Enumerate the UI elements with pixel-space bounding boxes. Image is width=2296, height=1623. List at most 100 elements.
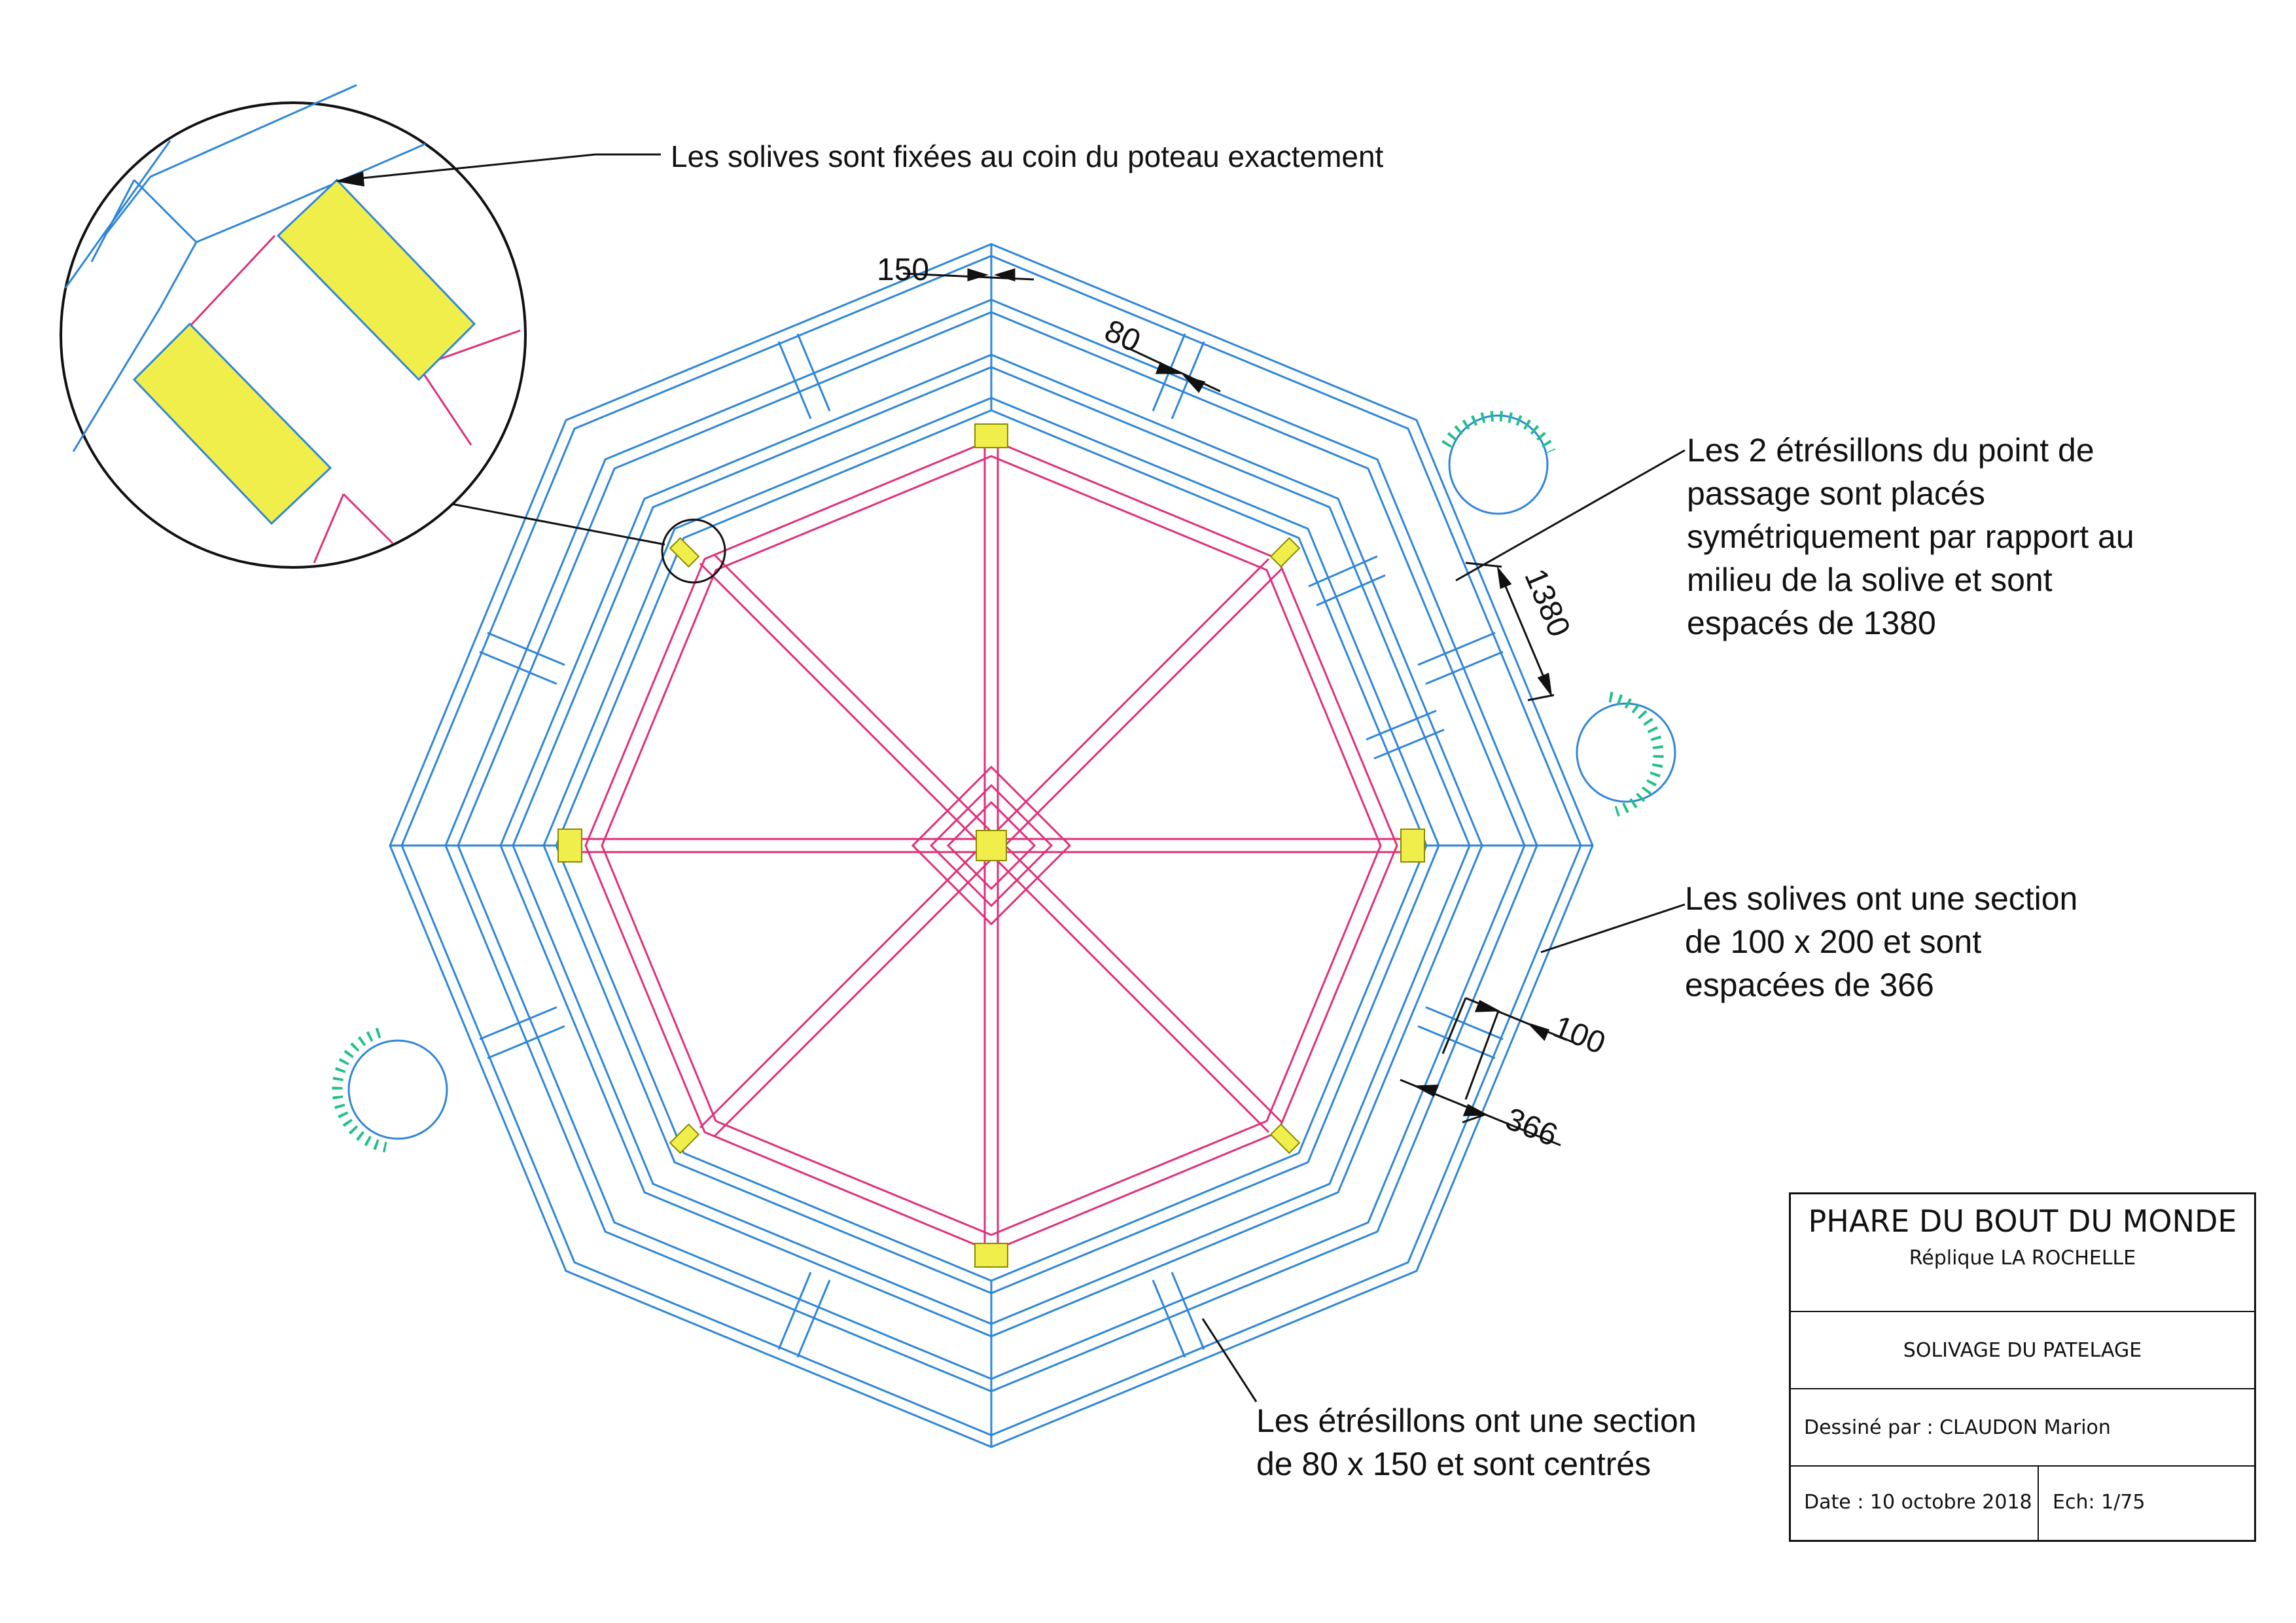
annotation-detail: Les solives sont fixées au coin du potea…: [671, 139, 1384, 173]
dim-150-arrow: [967, 268, 989, 282]
post: [974, 423, 1008, 448]
detail-post: [132, 322, 332, 526]
dim-1380-line: [1497, 569, 1552, 694]
author: Dessiné par : CLAUDON Marion: [1791, 1389, 2254, 1467]
detail-content: [64, 84, 521, 563]
annotation-line: symétriquement par rapport au: [1687, 518, 2134, 555]
date: Date : 10 octobre 2018: [1804, 1491, 2032, 1514]
dim-label-366: 366: [1501, 1101, 1563, 1153]
title-block-divider: [2038, 1467, 2039, 1542]
detail-strut-line: [417, 366, 472, 446]
detail-marker-circle: [661, 518, 726, 584]
post: [974, 1243, 1008, 1268]
dim-366-arrow: [1462, 1103, 1489, 1116]
stair-circles: [332, 410, 1676, 1152]
project-subtitle: Réplique LA ROCHELLE: [1909, 1247, 2136, 1270]
blocking-strut: [1366, 709, 1437, 741]
annotation-struts: Les étrésillons ont une section de 80 x …: [1256, 1399, 1697, 1486]
blocking-strut: [1171, 1272, 1205, 1350]
dim-1380-arrow: [1496, 565, 1512, 590]
detail-callout: [60, 84, 726, 584]
dim-100-ext: [1464, 1010, 1500, 1100]
stair-steps: [1441, 410, 1556, 454]
post: [669, 537, 700, 568]
annotation-line: Les 2 étrésillons du point de: [1687, 432, 2094, 469]
dim-80-arrow: [1182, 375, 1206, 393]
dim-1380-arrow: [1537, 672, 1553, 698]
dim-366-arrow: [1413, 1084, 1439, 1097]
post-center: [976, 830, 1007, 861]
dim-150-arrow: [993, 268, 1016, 282]
leader-struts-passage: [1455, 449, 1686, 582]
blocking-struts: [390, 244, 1593, 1447]
posts: [557, 423, 1425, 1268]
post: [557, 829, 582, 863]
dim-100-arrow: [1474, 999, 1501, 1012]
blocking-strut: [1425, 651, 1504, 685]
blocking-strut: [777, 341, 812, 419]
blocking-strut: [1373, 728, 1445, 760]
detail-post: [276, 178, 476, 382]
stair-circle: [1448, 414, 1549, 515]
blocking-strut: [487, 1025, 565, 1060]
detail-joist-line: [159, 241, 198, 308]
title-block-footer: Date : 10 octobre 2018 Ech: 1/75: [1791, 1467, 2254, 1542]
stair-circle: [1576, 702, 1676, 803]
annotation-line: espacés de 1380: [1687, 605, 1936, 641]
detail-strut-line: [313, 493, 345, 563]
blocking-strut: [1308, 555, 1378, 588]
scale: Ech: 1/75: [2053, 1491, 2146, 1514]
blocking-strut: [1417, 632, 1496, 666]
annotation-line: espacées de 366: [1685, 967, 1934, 1003]
annotation-line: de 100 x 200 et sont: [1685, 923, 1982, 960]
annotation-joists: Les solives ont une section de 100 x 200…: [1685, 877, 2077, 1007]
inner-octagon-inner: [601, 455, 1382, 1236]
annotation-line: Les étrésillons ont une section: [1256, 1402, 1697, 1439]
dim-1380-ext: [1465, 562, 1502, 568]
dim-366-ext: [1462, 1113, 1486, 1124]
hub-square-core: [946, 800, 1036, 891]
stair-circle: [347, 1039, 448, 1140]
detail-magnifier: [60, 101, 527, 569]
post: [1400, 829, 1425, 863]
blocking-strut: [479, 1006, 557, 1041]
title-block: PHARE DU BOUT DU MONDE Réplique LA ROCHE…: [1789, 1192, 2256, 1542]
detail-strut-line: [175, 234, 276, 342]
annotation-line: Les solives ont une section: [1685, 880, 2078, 917]
detail-arrowhead: [335, 171, 364, 187]
blocking-strut: [796, 333, 831, 412]
detail-leader-arrow: [343, 153, 661, 181]
blocking-strut: [1316, 574, 1386, 607]
post: [1269, 1123, 1301, 1154]
annotation-line: milieu de la solive et sont: [1687, 562, 2053, 598]
dim-1380-ext: [1527, 694, 1555, 702]
blocking-strut: [796, 1279, 831, 1358]
dimension-labels: 150 80 1380 100 366: [877, 253, 1610, 1153]
leader-joists: [1540, 903, 1686, 954]
detail-strut-line: [342, 493, 394, 544]
dim-100-ext: [1441, 997, 1467, 1054]
leader-lines: [1201, 449, 1686, 1402]
dim-100-arrow: [1528, 1023, 1550, 1041]
dimension-lines: [902, 268, 1578, 1147]
detail-leader: [451, 503, 665, 546]
title-block-header: PHARE DU BOUT DU MONDE Réplique LA ROCHE…: [1791, 1194, 2254, 1312]
dim-label-100: 100: [1549, 1009, 1610, 1061]
detail-joist-line: [103, 84, 357, 236]
hub-square-outer: [911, 765, 1072, 926]
blocking-strut: [1152, 1279, 1186, 1358]
detail-joist-line: [64, 140, 171, 289]
project-title: PHARE DU BOUT DU MONDE: [1808, 1204, 2237, 1239]
stair-steps: [332, 1027, 387, 1152]
detail-joist-line: [72, 307, 162, 452]
dim-label-1380: 1380: [1517, 564, 1577, 642]
blocking-strut: [479, 651, 557, 685]
annotation-struts-passage: Les 2 étrésillons du point de passage so…: [1687, 429, 2134, 645]
dim-label-150: 150: [877, 253, 929, 287]
blocking-strut: [487, 632, 565, 666]
post: [669, 1123, 700, 1154]
annotation-line: passage sont placés: [1687, 475, 1985, 512]
annotation-line: de 80 x 150 et sont centrés: [1256, 1446, 1651, 1482]
post: [1269, 537, 1301, 568]
